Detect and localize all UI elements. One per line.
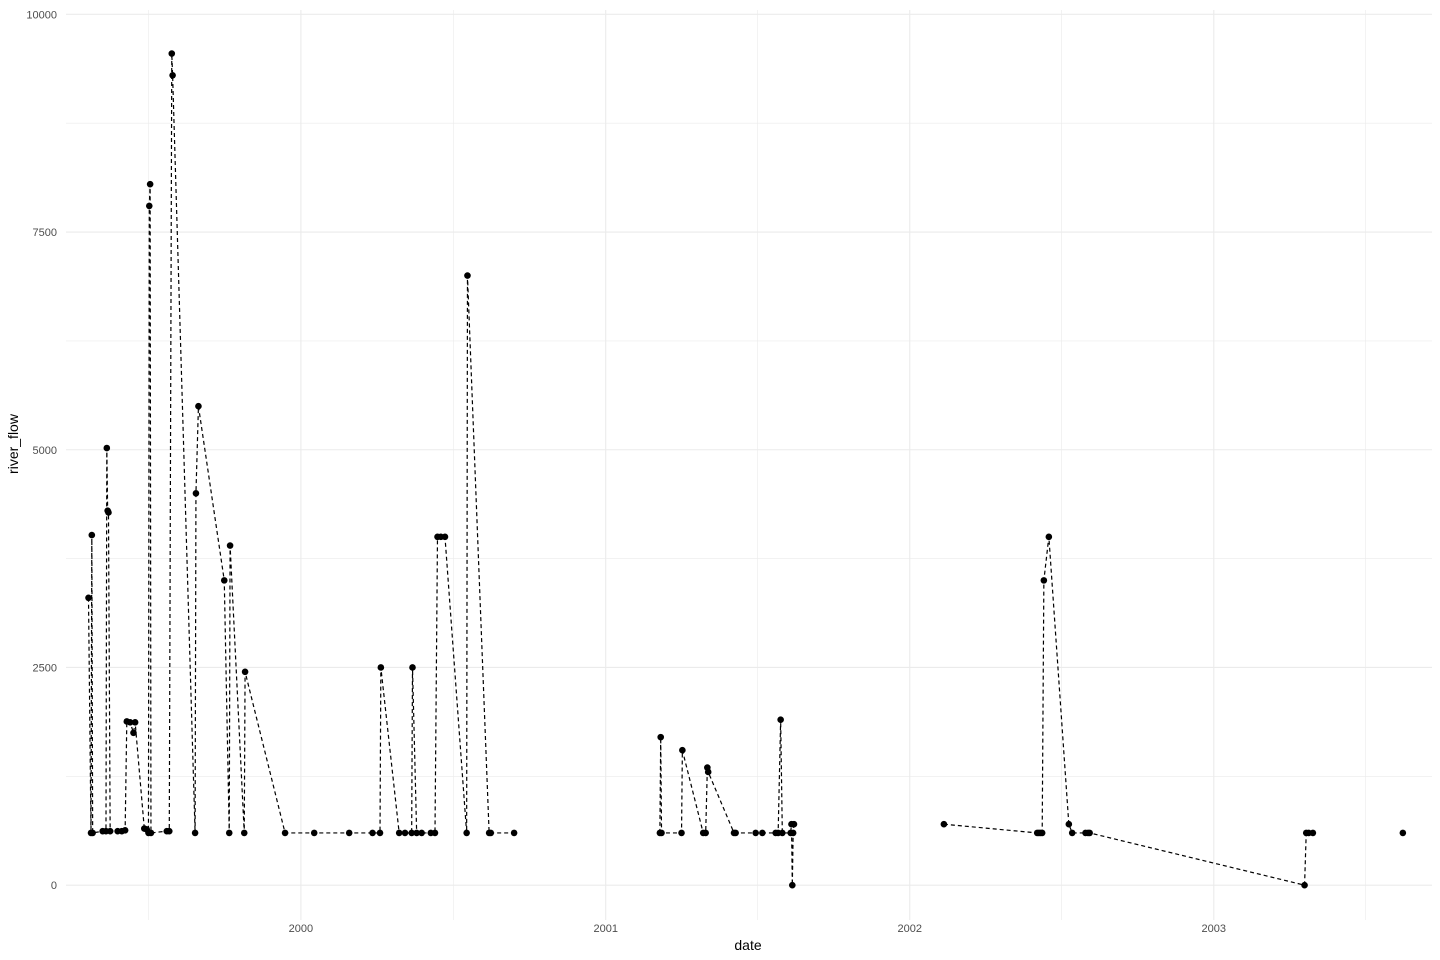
data-point xyxy=(704,768,712,776)
data-point xyxy=(940,820,948,828)
series-points xyxy=(85,50,1407,889)
series-line-1 xyxy=(659,719,795,886)
data-point xyxy=(226,542,234,549)
data-point xyxy=(1068,829,1076,837)
data-point xyxy=(1045,533,1053,541)
data-point xyxy=(126,719,134,726)
data-point xyxy=(487,829,495,837)
data-point xyxy=(777,716,784,724)
data-point xyxy=(759,829,766,837)
x-tick-label: 2002 xyxy=(898,923,922,935)
x-tick-label: 2000 xyxy=(289,923,313,935)
data-point xyxy=(106,827,114,835)
data-point xyxy=(431,829,439,837)
data-point xyxy=(195,402,202,410)
data-point xyxy=(779,829,786,837)
data-point xyxy=(103,444,111,452)
data-point xyxy=(168,50,176,57)
data-point xyxy=(131,719,139,726)
data-point xyxy=(146,180,154,188)
data-point xyxy=(395,829,403,837)
data-point xyxy=(105,509,112,516)
data-point xyxy=(145,202,153,210)
data-point xyxy=(401,829,409,837)
data-point xyxy=(147,829,155,837)
grid-major xyxy=(66,10,1432,920)
data-point xyxy=(702,829,709,837)
data-point xyxy=(377,664,385,671)
y-tick-label: 0 xyxy=(51,880,57,892)
data-point xyxy=(121,827,129,834)
y-tick-label: 2500 xyxy=(33,662,57,674)
data-point xyxy=(1038,829,1046,837)
data-point xyxy=(790,820,798,828)
data-point xyxy=(1086,829,1093,837)
data-point xyxy=(510,829,518,837)
data-point xyxy=(241,668,249,676)
data-point xyxy=(1309,829,1317,837)
data-point xyxy=(789,829,797,837)
y-tick-labels: 0 2500 5000 7500 10000 xyxy=(26,9,57,892)
data-point xyxy=(1065,820,1073,828)
y-axis-title: river_flow xyxy=(5,413,21,474)
data-point xyxy=(413,829,420,837)
y-tick-label: 7500 xyxy=(33,227,57,239)
data-point xyxy=(1301,881,1308,889)
data-point xyxy=(310,829,318,837)
data-point xyxy=(345,829,353,837)
data-point xyxy=(789,881,796,889)
y-tick-label: 10000 xyxy=(26,9,57,21)
x-tick-label: 2001 xyxy=(593,923,617,935)
data-point xyxy=(240,829,248,837)
data-point xyxy=(169,72,176,79)
data-point xyxy=(752,829,759,837)
data-point xyxy=(220,577,228,584)
data-point xyxy=(376,829,384,837)
data-point xyxy=(369,829,376,837)
data-point xyxy=(1040,577,1048,584)
series-line-2 xyxy=(943,536,1313,886)
data-point xyxy=(191,829,199,837)
data-point xyxy=(130,729,137,737)
data-point xyxy=(679,746,686,754)
data-point xyxy=(441,533,449,541)
x-tick-label: 2003 xyxy=(1202,923,1226,935)
y-tick-label: 5000 xyxy=(33,445,57,457)
x-axis-title: date xyxy=(734,937,761,953)
data-point xyxy=(165,827,173,835)
data-point xyxy=(658,829,665,837)
data-point xyxy=(281,829,289,837)
data-point xyxy=(463,829,470,837)
data-point xyxy=(88,531,96,539)
data-point xyxy=(732,829,739,837)
data-point xyxy=(408,829,415,837)
data-point xyxy=(657,733,665,741)
data-point xyxy=(678,829,685,837)
data-point xyxy=(85,594,92,602)
x-tick-labels: 2000 2001 2002 2003 xyxy=(289,923,1226,935)
data-point xyxy=(464,272,471,279)
data-point xyxy=(192,490,200,497)
data-point xyxy=(225,829,233,837)
data-point xyxy=(1399,829,1407,837)
data-point xyxy=(89,829,96,837)
data-point xyxy=(418,829,425,837)
data-point xyxy=(409,664,416,671)
